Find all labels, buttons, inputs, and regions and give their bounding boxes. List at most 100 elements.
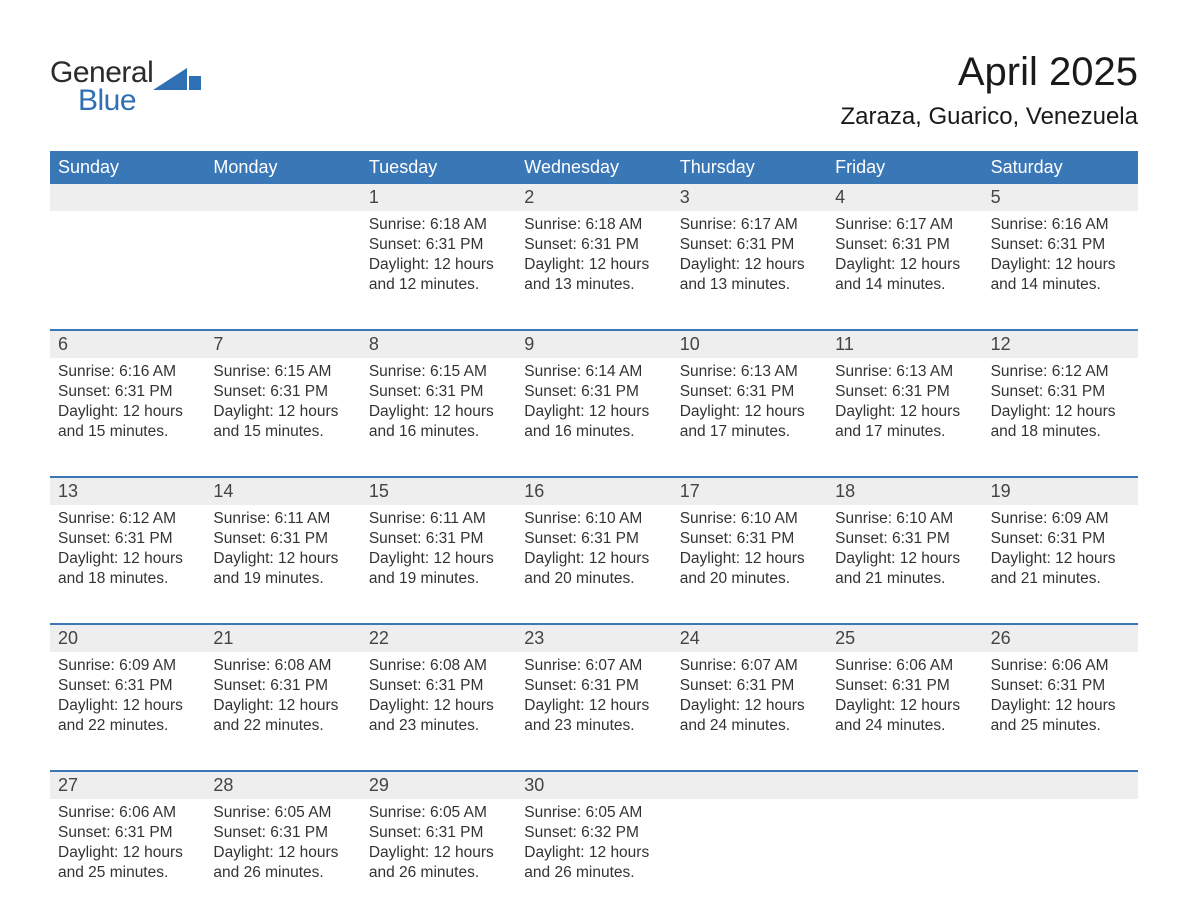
daylight-text: Daylight: 12 hours and 15 minutes. bbox=[58, 402, 197, 442]
date-number: 13 bbox=[50, 478, 205, 505]
sunset-text: Sunset: 6:31 PM bbox=[680, 676, 819, 696]
sunrise-text: Sunrise: 6:08 AM bbox=[213, 656, 352, 676]
day-header: Saturday bbox=[983, 151, 1138, 184]
daylight-text: Daylight: 12 hours and 17 minutes. bbox=[835, 402, 974, 442]
daylight-text: Daylight: 12 hours and 18 minutes. bbox=[58, 549, 197, 589]
date-number: 12 bbox=[983, 331, 1138, 358]
day-cell: Sunrise: 6:17 AMSunset: 6:31 PMDaylight:… bbox=[672, 211, 827, 311]
sunrise-text: Sunrise: 6:18 AM bbox=[524, 215, 663, 235]
date-number: 6 bbox=[50, 331, 205, 358]
daylight-text: Daylight: 12 hours and 21 minutes. bbox=[991, 549, 1130, 589]
sunrise-text: Sunrise: 6:13 AM bbox=[835, 362, 974, 382]
day-cell: Sunrise: 6:10 AMSunset: 6:31 PMDaylight:… bbox=[672, 505, 827, 605]
daylight-text: Daylight: 12 hours and 16 minutes. bbox=[369, 402, 508, 442]
calendar: Sunday Monday Tuesday Wednesday Thursday… bbox=[50, 151, 1138, 899]
sunset-text: Sunset: 6:31 PM bbox=[213, 529, 352, 549]
day-cell bbox=[672, 799, 827, 899]
date-number: 30 bbox=[516, 772, 671, 799]
day-cell bbox=[205, 211, 360, 311]
date-number: 11 bbox=[827, 331, 982, 358]
date-number: 17 bbox=[672, 478, 827, 505]
daylight-text: Daylight: 12 hours and 14 minutes. bbox=[991, 255, 1130, 295]
sunrise-text: Sunrise: 6:12 AM bbox=[58, 509, 197, 529]
day-cell: Sunrise: 6:09 AMSunset: 6:31 PMDaylight:… bbox=[983, 505, 1138, 605]
daylight-text: Daylight: 12 hours and 13 minutes. bbox=[524, 255, 663, 295]
day-cell: Sunrise: 6:15 AMSunset: 6:31 PMDaylight:… bbox=[205, 358, 360, 458]
sunset-text: Sunset: 6:31 PM bbox=[58, 382, 197, 402]
daylight-text: Daylight: 12 hours and 16 minutes. bbox=[524, 402, 663, 442]
sunrise-text: Sunrise: 6:06 AM bbox=[991, 656, 1130, 676]
sunrise-text: Sunrise: 6:11 AM bbox=[369, 509, 508, 529]
sunset-text: Sunset: 6:31 PM bbox=[680, 235, 819, 255]
daylight-text: Daylight: 12 hours and 20 minutes. bbox=[524, 549, 663, 589]
day-cell: Sunrise: 6:12 AMSunset: 6:31 PMDaylight:… bbox=[983, 358, 1138, 458]
sunset-text: Sunset: 6:31 PM bbox=[524, 529, 663, 549]
date-number: 20 bbox=[50, 625, 205, 652]
date-number: 25 bbox=[827, 625, 982, 652]
sunrise-text: Sunrise: 6:10 AM bbox=[524, 509, 663, 529]
date-number bbox=[983, 772, 1138, 799]
day-cell: Sunrise: 6:10 AMSunset: 6:31 PMDaylight:… bbox=[827, 505, 982, 605]
date-number: 23 bbox=[516, 625, 671, 652]
date-number: 9 bbox=[516, 331, 671, 358]
day-cell: Sunrise: 6:17 AMSunset: 6:31 PMDaylight:… bbox=[827, 211, 982, 311]
sunset-text: Sunset: 6:31 PM bbox=[835, 235, 974, 255]
sunrise-text: Sunrise: 6:17 AM bbox=[835, 215, 974, 235]
sunrise-text: Sunrise: 6:06 AM bbox=[58, 803, 197, 823]
sunrise-text: Sunrise: 6:05 AM bbox=[369, 803, 508, 823]
date-number: 27 bbox=[50, 772, 205, 799]
daylight-text: Daylight: 12 hours and 19 minutes. bbox=[369, 549, 508, 589]
calendar-week: 27282930Sunrise: 6:06 AMSunset: 6:31 PMD… bbox=[50, 770, 1138, 899]
day-cell: Sunrise: 6:05 AMSunset: 6:31 PMDaylight:… bbox=[361, 799, 516, 899]
day-header: Thursday bbox=[672, 151, 827, 184]
sunrise-text: Sunrise: 6:07 AM bbox=[524, 656, 663, 676]
title-block: April 2025 Zaraza, Guarico, Venezuela bbox=[840, 50, 1138, 145]
date-number: 21 bbox=[205, 625, 360, 652]
sunrise-text: Sunrise: 6:16 AM bbox=[991, 215, 1130, 235]
daylight-text: Daylight: 12 hours and 12 minutes. bbox=[369, 255, 508, 295]
day-header: Monday bbox=[205, 151, 360, 184]
sunrise-text: Sunrise: 6:12 AM bbox=[991, 362, 1130, 382]
date-row: 12345 bbox=[50, 184, 1138, 211]
day-cell: Sunrise: 6:09 AMSunset: 6:31 PMDaylight:… bbox=[50, 652, 205, 752]
daylight-text: Daylight: 12 hours and 26 minutes. bbox=[524, 843, 663, 883]
sunset-text: Sunset: 6:31 PM bbox=[835, 529, 974, 549]
date-number: 4 bbox=[827, 184, 982, 211]
day-cell: Sunrise: 6:16 AMSunset: 6:31 PMDaylight:… bbox=[983, 211, 1138, 311]
day-cell bbox=[983, 799, 1138, 899]
date-number bbox=[827, 772, 982, 799]
date-row: 27282930 bbox=[50, 772, 1138, 799]
date-number: 16 bbox=[516, 478, 671, 505]
day-cell bbox=[827, 799, 982, 899]
day-cell: Sunrise: 6:08 AMSunset: 6:31 PMDaylight:… bbox=[361, 652, 516, 752]
page-title: April 2025 bbox=[840, 50, 1138, 95]
header-row: General Blue April 2025 Zaraza, Guarico,… bbox=[50, 50, 1138, 145]
day-header: Friday bbox=[827, 151, 982, 184]
daylight-text: Daylight: 12 hours and 26 minutes. bbox=[369, 843, 508, 883]
date-row: 6789101112 bbox=[50, 331, 1138, 358]
date-number: 29 bbox=[361, 772, 516, 799]
day-cell: Sunrise: 6:18 AMSunset: 6:31 PMDaylight:… bbox=[361, 211, 516, 311]
date-number: 8 bbox=[361, 331, 516, 358]
sunrise-text: Sunrise: 6:16 AM bbox=[58, 362, 197, 382]
sunset-text: Sunset: 6:31 PM bbox=[369, 529, 508, 549]
date-number bbox=[205, 184, 360, 211]
date-number: 24 bbox=[672, 625, 827, 652]
logo-text-block: General Blue bbox=[50, 56, 201, 118]
day-cell: Sunrise: 6:13 AMSunset: 6:31 PMDaylight:… bbox=[672, 358, 827, 458]
day-cell: Sunrise: 6:14 AMSunset: 6:31 PMDaylight:… bbox=[516, 358, 671, 458]
date-number: 18 bbox=[827, 478, 982, 505]
date-row: 20212223242526 bbox=[50, 625, 1138, 652]
daylight-text: Daylight: 12 hours and 14 minutes. bbox=[835, 255, 974, 295]
calendar-week: 13141516171819Sunrise: 6:12 AMSunset: 6:… bbox=[50, 476, 1138, 605]
daylight-text: Daylight: 12 hours and 21 minutes. bbox=[835, 549, 974, 589]
weeks-container: 12345Sunrise: 6:18 AMSunset: 6:31 PMDayl… bbox=[50, 184, 1138, 899]
sunset-text: Sunset: 6:31 PM bbox=[680, 529, 819, 549]
sunset-text: Sunset: 6:31 PM bbox=[213, 823, 352, 843]
sunset-text: Sunset: 6:31 PM bbox=[213, 676, 352, 696]
sunrise-text: Sunrise: 6:05 AM bbox=[213, 803, 352, 823]
day-cell: Sunrise: 6:15 AMSunset: 6:31 PMDaylight:… bbox=[361, 358, 516, 458]
calendar-week: 6789101112 Sunrise: 6:16 AMSunset: 6:31 P… bbox=[50, 329, 1138, 458]
sunset-text: Sunset: 6:31 PM bbox=[369, 823, 508, 843]
page-subtitle: Zaraza, Guarico, Venezuela bbox=[840, 103, 1138, 131]
